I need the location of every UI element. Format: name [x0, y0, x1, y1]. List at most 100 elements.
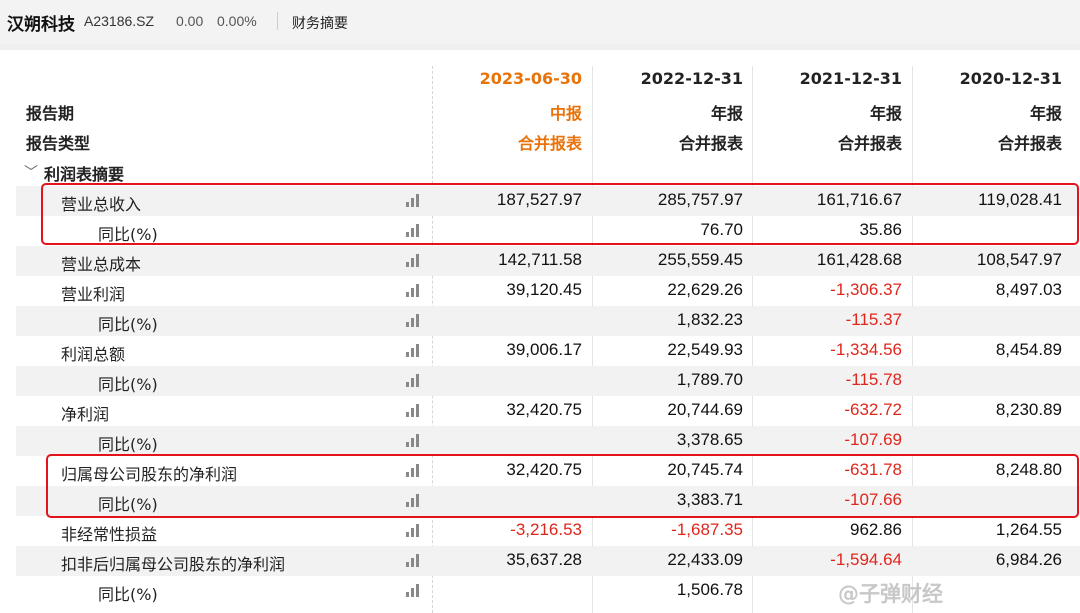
table-cell: -115.37 [845, 310, 902, 329]
table-cell: 1,832.23 [676, 310, 743, 329]
bar-chart-icon[interactable] [406, 434, 422, 447]
row-label: 同比(%) [98, 225, 158, 244]
column-divider [912, 66, 913, 613]
bar-chart-icon[interactable] [406, 554, 422, 567]
row-label: 利润总额 [61, 345, 126, 364]
table-cell: 22,433.09 [667, 550, 743, 569]
table-row: 非经常性损益 -3,216.53 -1,687.35 962.86 1,264.55 [16, 516, 1080, 546]
bar-chart-icon[interactable] [406, 464, 422, 477]
row-label: 扣非后归属母公司股东的净利润 [61, 555, 286, 574]
section-title: 利润表摘要 [44, 165, 125, 184]
row-label: 非经常性损益 [61, 525, 158, 544]
table-cell: 32,420.75 [506, 400, 582, 419]
table-cell: 1,789.70 [676, 370, 743, 389]
table-cell: 1,264.55 [995, 520, 1062, 539]
column-date[interactable]: 2020-12-31 [959, 69, 1062, 88]
table-cell: -107.69 [844, 430, 902, 449]
row-label: 净利润 [61, 405, 110, 424]
table-row: 同比(%) 1,789.70 -115.78 [16, 366, 1080, 396]
table-cell: -107.66 [844, 490, 902, 509]
table-row: 同比(%) 3,383.71 -107.66 [16, 486, 1080, 516]
table-cell: -631.78 [844, 460, 902, 479]
column-divider [432, 66, 433, 613]
bar-chart-icon[interactable] [406, 314, 422, 327]
table-cell: -1,594.64 [830, 550, 902, 569]
column-period: 年报 [710, 104, 743, 123]
chevron-down-icon[interactable]: ﹀ [24, 165, 38, 181]
row-label: 营业利润 [61, 285, 126, 304]
table-cell: 20,744.69 [667, 400, 743, 419]
table-cell: -3,216.53 [510, 520, 582, 539]
table-cell: 22,549.93 [667, 340, 743, 359]
column-report-type: 合并报表 [997, 134, 1062, 153]
row-label: 同比(%) [98, 315, 158, 334]
table-cell: 39,120.45 [506, 280, 582, 299]
column-divider [752, 66, 753, 613]
column-period: 中报 [549, 104, 582, 123]
bar-chart-icon[interactable] [406, 284, 422, 297]
table-row: 扣非后归属母公司股东的净利润 35,637.28 22,433.09 -1,594.6… [16, 546, 1080, 576]
table-cell: 35,637.28 [506, 550, 582, 569]
row-label: 归属母公司股东的净利润 [61, 465, 238, 484]
table-cell: -1,306.37 [830, 280, 902, 299]
table-row: 同比(%) 1,832.23 -115.37 [16, 306, 1080, 336]
price-change: 0.00 [176, 13, 204, 29]
bar-chart-icon[interactable] [406, 224, 422, 237]
column-period: 年报 [869, 104, 902, 123]
table-row: 营业总收入 187,527.97 285,757.97 161,716.67 119,0… [16, 186, 1080, 216]
table-cell: 8,248.80 [995, 460, 1062, 479]
table-cell: -1,334.56 [830, 340, 902, 359]
column-report-type: 合并报表 [678, 134, 743, 153]
table-cell: 6,984.26 [995, 550, 1062, 569]
table-cell: 285,757.97 [657, 190, 743, 209]
tab-financial-summary[interactable]: 财务摘要 [292, 16, 348, 32]
table-cell: 161,428.68 [816, 250, 902, 269]
financial-summary-panel: 报告期 报告类型 2023-06-30 中报 合并报表 2022-12-31 年… [0, 50, 1080, 613]
table-cell: -1,687.35 [671, 520, 743, 539]
bar-chart-icon[interactable] [406, 584, 422, 597]
table-cell: 1,506.78 [676, 580, 743, 599]
table-cell: 119,028.41 [978, 190, 1062, 209]
row-label: 同比(%) [98, 375, 158, 394]
period-label: 报告期 [26, 104, 75, 123]
table-cell: 20,745.74 [667, 460, 743, 479]
table-cell: 8,454.89 [995, 340, 1062, 359]
company-name: 汉朔科技 [7, 15, 75, 35]
table-cell: 35.86 [859, 220, 902, 239]
table-row: 同比(%) 76.70 35.86 [16, 216, 1080, 246]
bar-chart-icon[interactable] [406, 404, 422, 417]
price-change-pct: 0.00% [217, 13, 257, 29]
bar-chart-icon[interactable] [406, 524, 422, 537]
stock-header: 汉朔科技 A23186.SZ 0.00 0.00% 财务摘要 [0, 0, 1080, 44]
bar-chart-icon[interactable] [406, 494, 422, 507]
section-income-summary[interactable]: ﹀ 利润表摘要 [16, 158, 1080, 186]
table-cell: 108,547.97 [976, 250, 1062, 269]
bar-chart-icon[interactable] [406, 374, 422, 387]
table-cell: 22,629.26 [667, 280, 743, 299]
column-report-type: 合并报表 [517, 134, 582, 153]
column-period: 年报 [1029, 104, 1062, 123]
table-cell: 187,527.97 [496, 190, 582, 209]
table-row: 归属母公司股东的净利润 32,420.75 20,745.74 -631.78 8,24… [16, 456, 1080, 486]
row-label: 营业总成本 [61, 255, 142, 274]
bar-chart-icon[interactable] [406, 254, 422, 267]
bar-chart-icon[interactable] [406, 194, 422, 207]
column-divider [592, 66, 593, 613]
watermark: @子弹财经 [838, 582, 943, 606]
column-date[interactable]: 2023-06-30 [479, 69, 582, 88]
row-label: 营业总收入 [61, 195, 142, 214]
bar-chart-icon[interactable] [406, 344, 422, 357]
divider [277, 12, 278, 30]
table-cell: 161,716.67 [816, 190, 902, 209]
table-cell: 255,559.45 [657, 250, 743, 269]
table-cell: 32,420.75 [506, 460, 582, 479]
column-date[interactable]: 2021-12-31 [799, 69, 902, 88]
table-row: 同比(%) 3,378.65 -107.69 [16, 426, 1080, 456]
column-date[interactable]: 2022-12-31 [640, 69, 743, 88]
stock-code: A23186.SZ [84, 13, 155, 29]
table-row: 营业总成本 142,711.58 255,559.45 161,428.68 108,5… [16, 246, 1080, 276]
report-type-label: 报告类型 [26, 134, 91, 153]
table-row: 利润总额 39,006.17 22,549.93 -1,334.56 8,454.89 [16, 336, 1080, 366]
table-cell: 8,497.03 [995, 280, 1062, 299]
table-cell: 8,230.89 [995, 400, 1062, 419]
